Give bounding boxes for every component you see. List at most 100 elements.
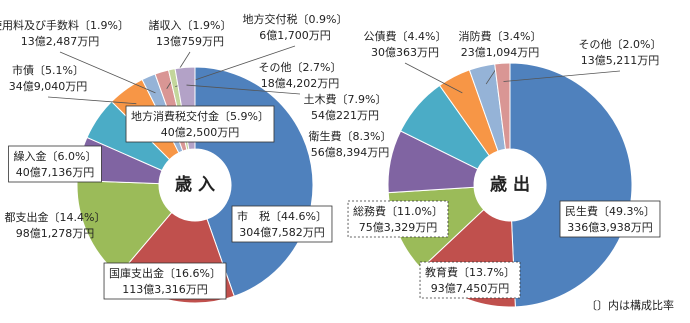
label-line: 地方消費税交付金〔5.9%〕 (131, 109, 269, 123)
category-name: 市債 (12, 63, 34, 77)
category-name: 諸収入 (149, 18, 182, 32)
amount-label: 23億1,094万円 (461, 46, 540, 59)
amount-label: 93億7,450万円 (431, 282, 510, 295)
slice-label: 市 税〔44.6%〕 304億7,582万円 (231, 205, 333, 243)
label-line: 民生費〔49.3%〕 (565, 204, 655, 218)
percent-label: 〔16.6%〕 (164, 267, 221, 280)
label-box (103, 262, 227, 300)
category-name: 教育費 (425, 265, 458, 279)
label-box (8, 145, 102, 183)
amount-label: 75億3,329万円 (359, 221, 438, 234)
category-name: 地方消費税交付金 (131, 109, 219, 123)
percent-label: 〔5.9%〕 (219, 110, 269, 123)
label-line: 地方交付税〔0.9%〕 (243, 12, 348, 26)
label-line: 市 税〔44.6%〕 (237, 209, 327, 223)
slice-label: 消防費〔3.4%〕 23億1,094万円 (459, 29, 542, 59)
percent-label: 〔13.7%〕 (458, 266, 515, 279)
label-line: 公債費〔4.4%〕 (364, 29, 447, 43)
label-line: 土木費〔7.9%〕 (304, 92, 387, 106)
center-hole (474, 149, 546, 221)
percent-label: 〔6.0%〕 (47, 150, 97, 163)
leader-line (404, 62, 463, 94)
label-box (347, 200, 449, 238)
category-name: 地方交付税 (243, 12, 298, 26)
amount-label: 18億4,202万円 (261, 77, 340, 90)
slice-label: 総務費〔11.0%〕 75億3,329万円 (347, 200, 449, 238)
percent-label: 〔44.6%〕 (270, 210, 327, 223)
leader-line (186, 84, 301, 95)
category-name: 消防費 (459, 29, 492, 43)
label-box (125, 105, 275, 143)
category-name: その他 (579, 38, 612, 51)
label-line: 総務費〔11.0%〕 (353, 204, 443, 218)
amount-label: 40億7,136万円 (16, 166, 95, 179)
center-label: 歳 入 (175, 174, 215, 195)
amount-label: 30億363万円 (371, 46, 439, 59)
slice-label: その他〔2.7%〕 18億4,202万円 (259, 61, 342, 90)
category-name: 土木費 (304, 92, 337, 106)
category-name: 都支出金 (5, 210, 49, 224)
slice-label: 公債費〔4.4%〕 30億363万円 (364, 29, 447, 59)
percent-label: 〔49.3%〕 (598, 205, 655, 218)
slice-label: 使用料及び手数料〔1.9%〕 13億2,487万円 (0, 18, 129, 48)
amount-label: 13億2,487万円 (21, 35, 100, 48)
amount-label: 98億1,278万円 (16, 227, 95, 240)
category-name: 衛生費 (309, 129, 342, 143)
center-label: 歳 出 (490, 174, 530, 195)
leader-line (503, 70, 621, 82)
category-name: 民生費 (565, 204, 598, 218)
category-name: 繰入金 (14, 149, 47, 163)
label-line: 都支出金〔14.4%〕 (5, 210, 106, 224)
category-name: 使用料及び手数料 (0, 18, 79, 32)
slice-label: 市債〔5.1%〕 34億9,040万円 (9, 63, 88, 93)
percent-label: 〔4.4%〕 (397, 30, 447, 43)
leader-line (47, 96, 137, 105)
slice-label: 国庫支出金〔16.6%〕 113億3,316万円 (103, 262, 227, 300)
slice-label: 地方交付税〔0.9%〕 6億1,700万円 (243, 12, 348, 42)
category-name: 公債費 (364, 29, 397, 43)
label-line: 繰入金〔6.0%〕 (14, 149, 97, 163)
amount-label: 13億5,211万円 (581, 54, 660, 67)
percent-label: 〔3.4%〕 (492, 30, 542, 43)
amount-label: 13億759万円 (156, 35, 224, 48)
percent-label: 〔8.3%〕 (342, 130, 392, 143)
amount-label: 304億7,582万円 (239, 226, 325, 239)
label-line: 使用料及び手数料〔1.9%〕 (0, 18, 129, 32)
label-line: その他〔2.7%〕 (259, 61, 342, 74)
slice-label: 繰入金〔6.0%〕 40億7,136万円 (8, 145, 102, 183)
percent-label: 〔1.9%〕 (79, 19, 129, 32)
label-box (419, 261, 521, 299)
category-name: その他 (259, 61, 292, 74)
amount-label: 34億9,040万円 (9, 80, 88, 93)
label-line: 衛生費〔8.3%〕 (309, 129, 392, 143)
percent-label: 〔2.7%〕 (292, 61, 342, 74)
label-line: 国庫支出金〔16.6%〕 (109, 266, 221, 280)
label-box (231, 205, 333, 243)
amount-label: 40億2,500万円 (161, 126, 240, 139)
label-line: 教育費〔13.7%〕 (425, 265, 515, 279)
percent-label: 〔0.9%〕 (298, 13, 348, 26)
center-hole (159, 149, 231, 221)
percent-label: 〔11.0%〕 (386, 205, 443, 218)
slice-label: 諸収入〔1.9%〕 13億759万円 (149, 18, 232, 48)
percent-label: 〔1.9%〕 (182, 19, 232, 32)
amount-label: 336億3,938万円 (567, 221, 653, 234)
amount-label: 56億8,394万円 (311, 146, 390, 159)
category-name: 総務費 (353, 204, 386, 218)
label-box (559, 200, 661, 238)
percent-label: 〔5.1%〕 (34, 64, 84, 77)
leader-line (59, 51, 156, 94)
slice-label: 土木費〔7.9%〕 54億221万円 (304, 92, 387, 122)
percent-label: 〔7.9%〕 (337, 93, 387, 106)
percent-label: 〔14.4%〕 (49, 211, 106, 224)
amount-label: 54億221万円 (311, 109, 379, 122)
slice-label: 地方消費税交付金〔5.9%〕 40億2,500万円 (125, 105, 275, 143)
label-line: 諸収入〔1.9%〕 (149, 18, 232, 32)
label-line: その他〔2.0%〕 (579, 38, 662, 51)
label-line: 消防費〔3.4%〕 (459, 29, 542, 43)
category-name: 市 税 (237, 209, 270, 223)
amount-label: 6億1,700万円 (259, 29, 331, 42)
slice-label: その他〔2.0%〕 13億5,211万円 (579, 38, 662, 67)
label-line: 市債〔5.1%〕 (12, 63, 84, 77)
